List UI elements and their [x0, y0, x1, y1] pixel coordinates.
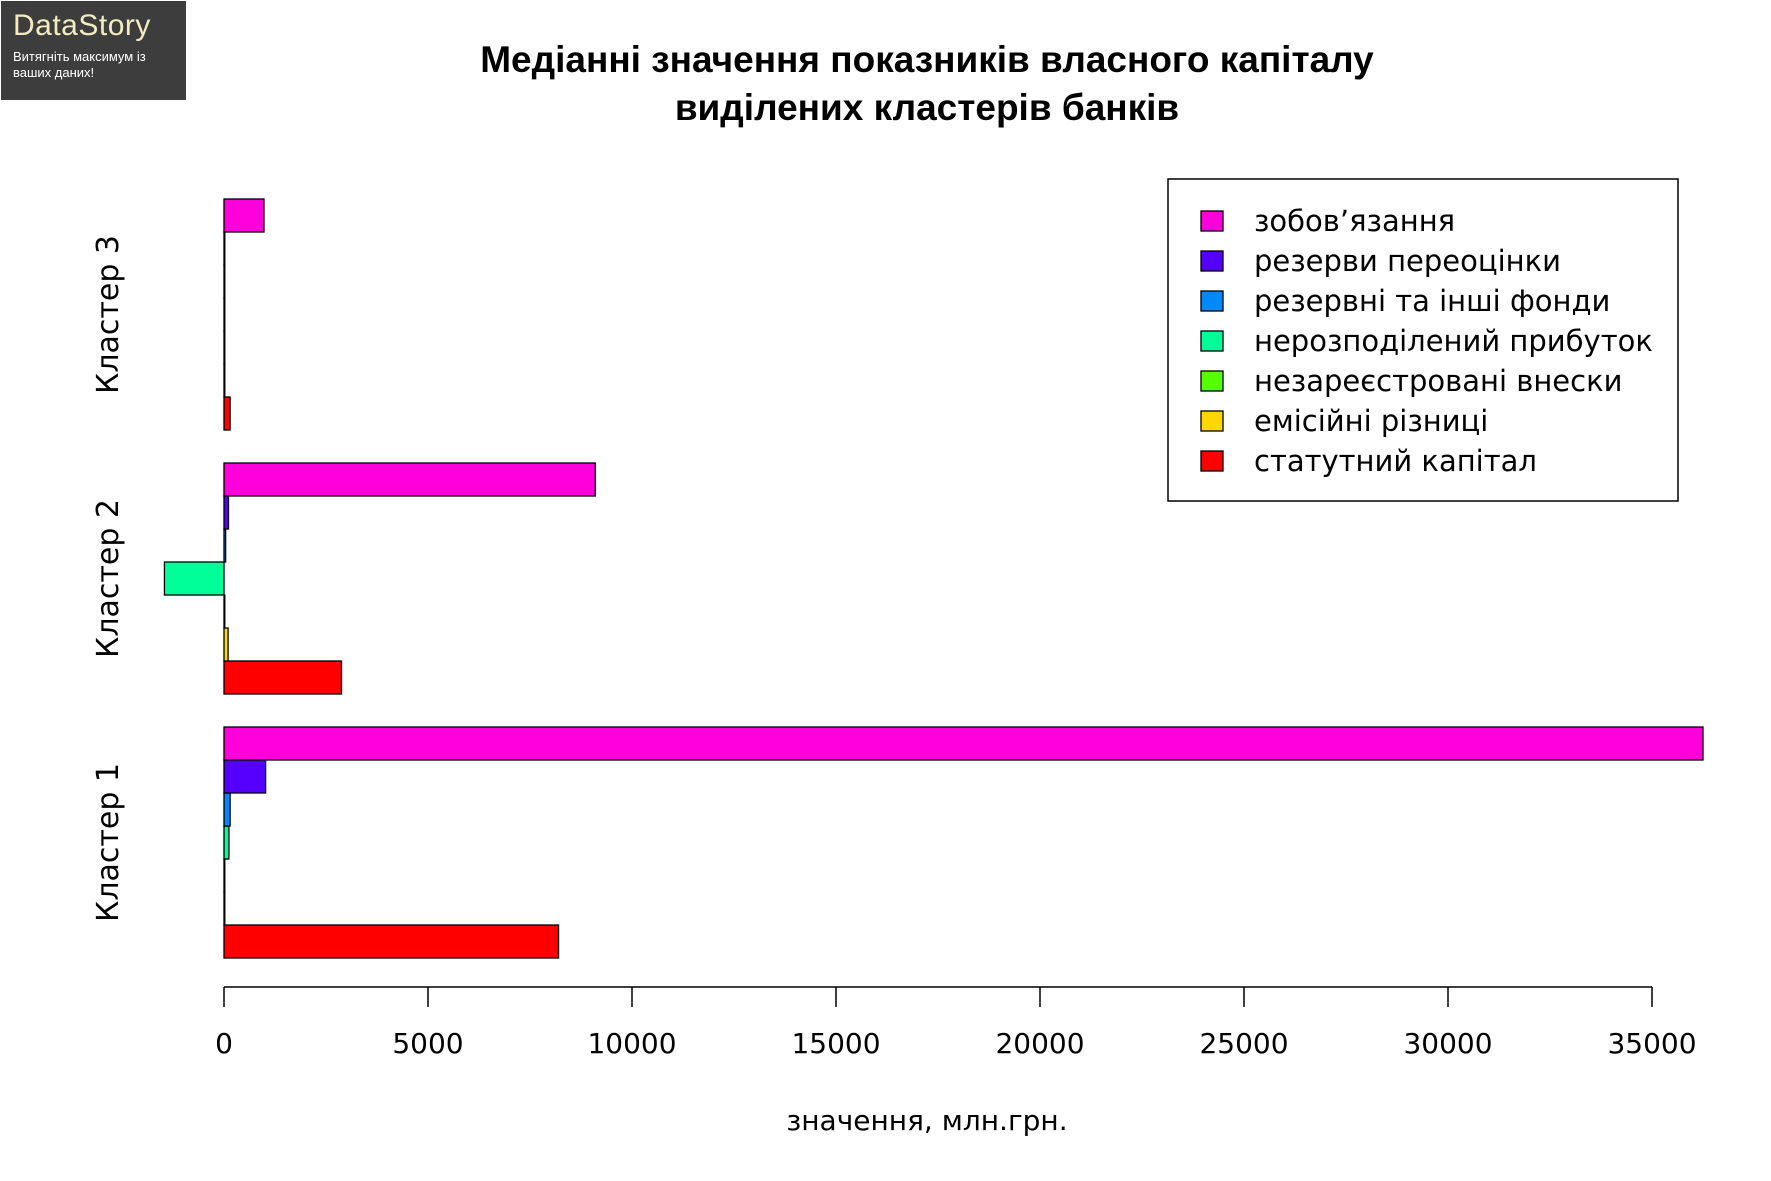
legend-swatch-1 [1200, 210, 1224, 232]
bar-3-5 [223, 264, 226, 299]
legend-box [1167, 178, 1679, 502]
x-tick-label-5: 25000 [1199, 1027, 1288, 1060]
bar-2-4 [163, 561, 225, 596]
x-axis: 0 5000 10000 15000 20000 25000 30000 35000 [215, 986, 1697, 1060]
x-tick-label-2: 10000 [587, 1027, 676, 1060]
bar-2-3 [223, 594, 226, 629]
bars-layer [163, 198, 1704, 959]
x-tick-label-4: 20000 [995, 1027, 1084, 1060]
chart-title-line-2: виділених кластерів банків [675, 87, 1179, 128]
category-label-3: Кластер 3 [91, 235, 126, 394]
legend-label-7: статутний капітал [1254, 444, 1537, 478]
x-tick-label-0: 0 [215, 1027, 233, 1060]
legend-label-3: резервні та інші фонди [1254, 284, 1610, 318]
bar-1-2 [223, 891, 226, 926]
category-label-1: Кластер 1 [91, 763, 126, 922]
bar-1-3 [223, 858, 226, 893]
bar-3-1 [223, 396, 231, 431]
x-tick-label-6: 30000 [1403, 1027, 1492, 1060]
legend-label-5: незареєстровані внески [1254, 364, 1622, 398]
legend-swatch-2 [1200, 250, 1224, 272]
bar-3-4 [223, 297, 226, 332]
bar-2-5 [223, 528, 227, 563]
legend-swatch-7 [1200, 450, 1224, 472]
logo-tagline: Витягніть максимум із ваших даних! [13, 49, 146, 80]
chart-title-line-1: Медіанні значення показників власного ка… [480, 39, 1374, 80]
datastory-logo: DataStory Витягніть максимум із ваших да… [1, 1, 186, 100]
bar-2-7 [223, 462, 596, 497]
bar-2-2 [223, 627, 229, 662]
legend-swatch-3 [1200, 290, 1224, 312]
bar-3-6 [223, 231, 226, 266]
legend: зобов’язання резерви переоцінки резервні т… [1167, 178, 1679, 502]
x-tick-label-3: 15000 [791, 1027, 880, 1060]
bar-2-1 [223, 660, 343, 695]
chart-title: Медіанні значення показників власного ка… [480, 39, 1374, 128]
bar-1-7 [223, 726, 1704, 761]
legend-label-2: резерви переоцінки [1254, 244, 1561, 278]
legend-label-1: зобов’язання [1254, 204, 1455, 238]
bar-3-7 [223, 198, 265, 233]
bar-2-6 [223, 495, 230, 530]
x-tick-label-1: 5000 [392, 1027, 463, 1060]
x-axis-label: значення, млн.грн. [786, 1104, 1067, 1137]
legend-swatch-6 [1200, 410, 1224, 432]
bar-3-3 [223, 330, 226, 365]
bar-1-1 [223, 924, 560, 959]
category-label-2: Кластер 2 [91, 499, 126, 658]
legend-label-6: емісійні різниці [1254, 404, 1488, 438]
x-tick-label-7: 35000 [1607, 1027, 1696, 1060]
legend-label-4: нерозподілений прибуток [1254, 324, 1653, 358]
bar-1-4 [223, 825, 230, 860]
legend-swatch-5 [1200, 370, 1224, 392]
legend-swatch-4 [1200, 330, 1224, 352]
bar-1-5 [223, 792, 231, 827]
bar-1-6 [223, 759, 267, 794]
bar-3-2 [223, 363, 226, 398]
category-labels: Кластер 1 Кластер 2 Кластер 3 [91, 235, 126, 922]
logo-brand: DataStory [13, 9, 151, 42]
